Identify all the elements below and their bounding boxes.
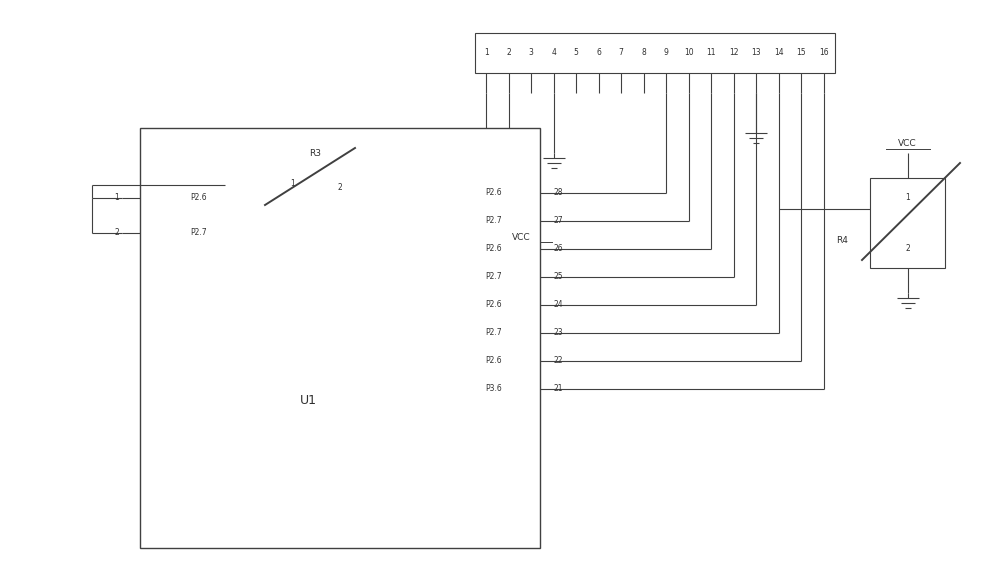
- Text: 21: 21: [553, 385, 563, 393]
- Text: P2.6: P2.6: [190, 193, 207, 202]
- Text: R3: R3: [309, 149, 321, 159]
- Text: 22: 22: [553, 356, 563, 366]
- Text: P2.6: P2.6: [485, 300, 502, 309]
- Text: P2.7: P2.7: [190, 229, 207, 238]
- Text: 2: 2: [338, 183, 343, 192]
- Text: 1: 1: [905, 193, 910, 202]
- Text: 10: 10: [684, 48, 694, 58]
- Text: 27: 27: [553, 216, 563, 226]
- Text: 2: 2: [115, 229, 119, 238]
- Text: VCC: VCC: [898, 139, 917, 149]
- Text: U1: U1: [300, 395, 316, 407]
- Text: VCC: VCC: [512, 233, 530, 242]
- Text: 1: 1: [115, 193, 119, 202]
- Bar: [475, 33, 835, 73]
- Text: 1: 1: [484, 48, 489, 58]
- Text: 16: 16: [819, 48, 829, 58]
- Text: 15: 15: [796, 48, 806, 58]
- Text: 14: 14: [774, 48, 784, 58]
- Text: 3: 3: [529, 48, 534, 58]
- Text: 6: 6: [596, 48, 601, 58]
- Text: 23: 23: [553, 329, 563, 338]
- Text: 4: 4: [551, 48, 556, 58]
- Text: 24: 24: [553, 300, 563, 309]
- Text: R4: R4: [836, 236, 848, 246]
- Text: P2.7: P2.7: [485, 329, 502, 338]
- Text: P2.7: P2.7: [485, 216, 502, 226]
- Text: 2: 2: [905, 243, 910, 253]
- Text: 7: 7: [619, 48, 624, 58]
- Text: 9: 9: [664, 48, 669, 58]
- Text: 25: 25: [553, 272, 563, 282]
- Text: P3.6: P3.6: [485, 385, 502, 393]
- Text: 8: 8: [641, 48, 646, 58]
- Text: 2: 2: [506, 48, 511, 58]
- Text: P2.6: P2.6: [485, 356, 502, 366]
- Text: 5: 5: [574, 48, 579, 58]
- Text: P2.6: P2.6: [485, 245, 502, 253]
- Bar: [270, 163, 360, 208]
- Text: P2.6: P2.6: [485, 189, 502, 198]
- Text: 28: 28: [553, 189, 563, 198]
- Bar: [870, 178, 945, 268]
- Text: 11: 11: [706, 48, 716, 58]
- Text: 13: 13: [751, 48, 761, 58]
- Bar: [140, 128, 540, 548]
- Text: 26: 26: [553, 245, 563, 253]
- Text: 1: 1: [290, 179, 295, 188]
- Text: 12: 12: [729, 48, 738, 58]
- Text: P2.7: P2.7: [485, 272, 502, 282]
